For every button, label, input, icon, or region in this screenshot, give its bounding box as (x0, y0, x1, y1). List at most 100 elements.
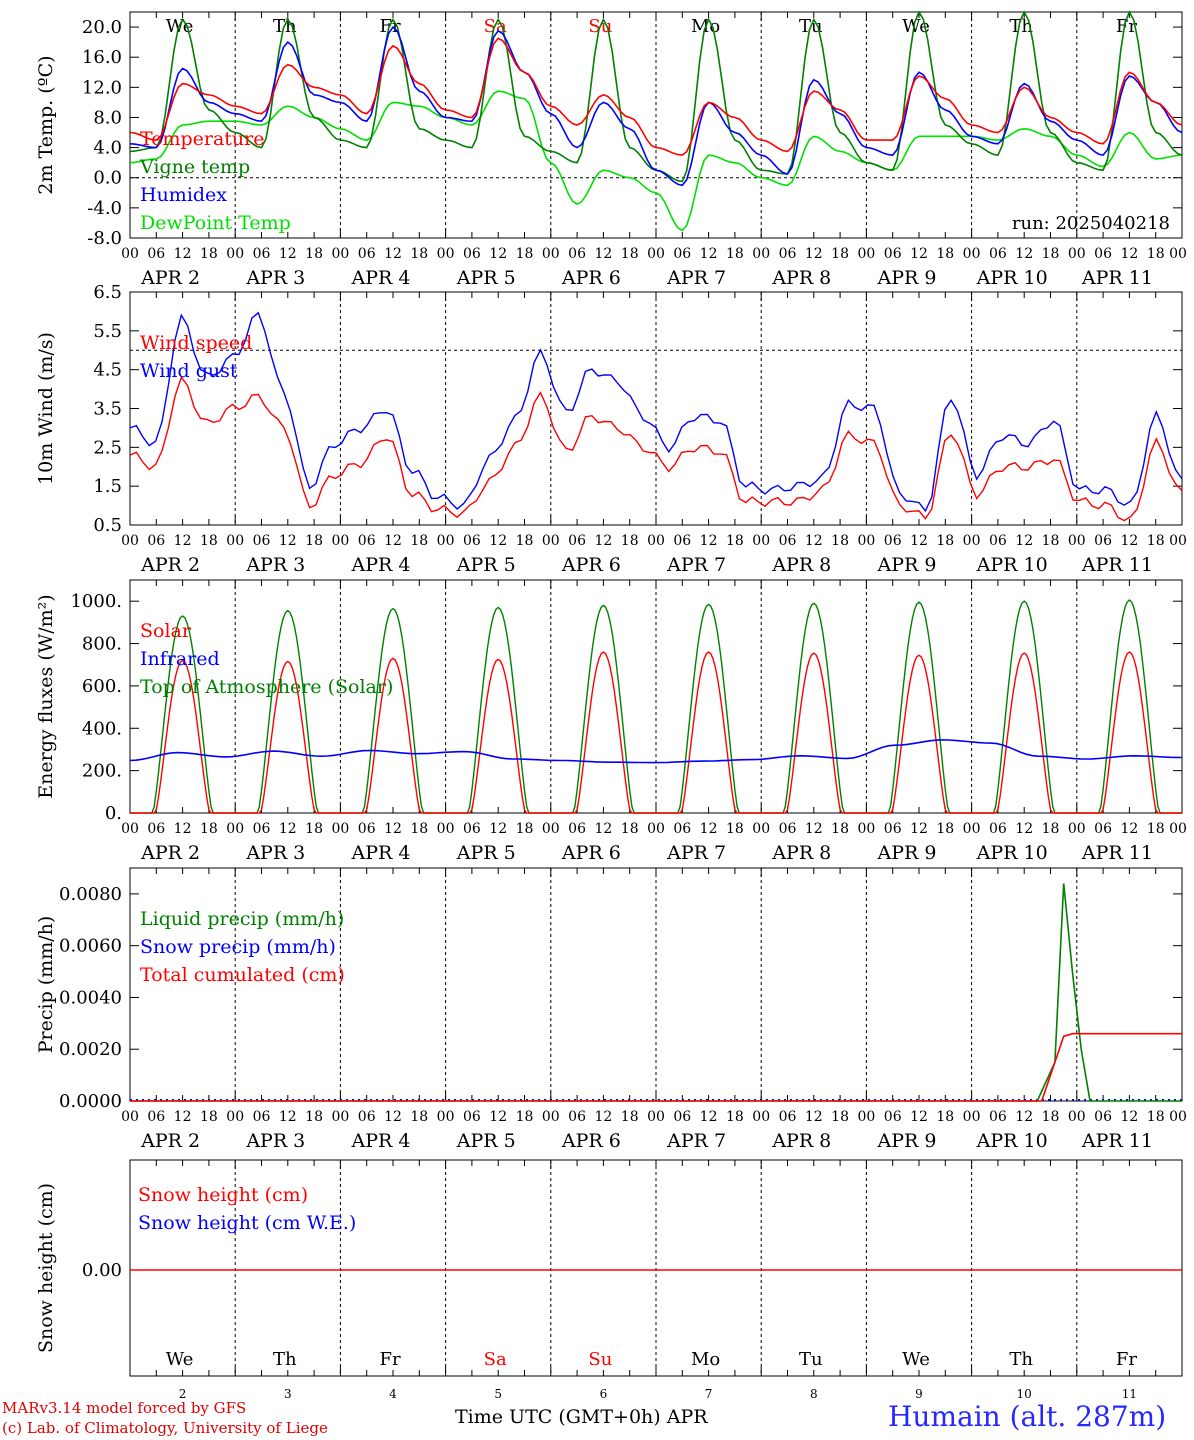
hour-tick-label: 06 (253, 533, 271, 549)
legend-entry: Infrared (140, 648, 220, 670)
weekday-label-bottom: We (166, 1349, 194, 1370)
hour-tick-label: 00 (752, 1109, 770, 1125)
y-tick-label: 6.5 (93, 282, 122, 303)
date-label: APR 7 (666, 554, 726, 576)
y-tick-label: 0.0060 (59, 936, 122, 957)
hour-tick-label: 18 (516, 821, 534, 837)
y-tick-label: 800. (82, 634, 122, 655)
date-label: APR 9 (877, 842, 937, 864)
hour-tick-label: 12 (489, 246, 507, 262)
day-number-label: 5 (494, 1387, 502, 1401)
hour-tick-label: 12 (1120, 1109, 1138, 1125)
y-tick-label: 4.5 (93, 360, 122, 381)
weekday-label-bottom: Sa (484, 1349, 507, 1370)
date-label: APR 10 (976, 842, 1048, 864)
hour-tick-label: 06 (884, 246, 902, 262)
hour-tick-label: 18 (305, 533, 323, 549)
hour-tick-label: 12 (1120, 246, 1138, 262)
date-label: APR 3 (245, 1130, 305, 1152)
y-tick-label: 0.0 (93, 168, 122, 189)
legend-entry: Solar (140, 620, 192, 642)
hour-tick-label: 18 (1147, 1109, 1165, 1125)
hour-tick-label: 06 (779, 533, 797, 549)
hour-tick-label: 12 (279, 533, 297, 549)
date-label: APR 4 (351, 842, 411, 864)
y-tick-label: 12.0 (82, 77, 122, 98)
hour-tick-label: 18 (410, 533, 428, 549)
y-tick-label: 1000. (70, 591, 122, 612)
date-label: APR 5 (456, 842, 516, 864)
hour-tick-label: 12 (805, 1109, 823, 1125)
hour-tick-label: 06 (358, 821, 376, 837)
hour-tick-label: 18 (726, 1109, 744, 1125)
y-axis-label: Precip (mm/h) (35, 916, 57, 1054)
hour-tick-label: 00 (963, 246, 981, 262)
legend-entry: Humidex (140, 184, 227, 206)
y-tick-label: 1.5 (93, 476, 122, 497)
model-credit: MARv3.14 model forced by GFS (2, 1399, 247, 1417)
hour-tick-label: 06 (358, 533, 376, 549)
hour-tick-label: 12 (805, 821, 823, 837)
y-tick-label: -4.0 (87, 198, 122, 219)
hour-tick-label: 00 (963, 533, 981, 549)
weekday-label-bottom: We (902, 1349, 930, 1370)
y-axis-label: 10m Wind (m/s) (35, 332, 57, 485)
hour-tick-label: 06 (779, 246, 797, 262)
hour-tick-label: 18 (831, 246, 849, 262)
date-label: APR 2 (140, 267, 200, 289)
hour-tick-label: 06 (673, 1109, 691, 1125)
hour-tick-label: 12 (384, 246, 402, 262)
hour-tick-label: 18 (621, 533, 639, 549)
hour-tick-label: 00 (647, 533, 665, 549)
hour-tick-label: 00 (542, 821, 560, 837)
date-label: APR 9 (877, 1130, 937, 1152)
date-label: APR 6 (561, 554, 621, 576)
weekday-label-bottom: Th (273, 1349, 297, 1370)
date-label: APR 10 (976, 554, 1048, 576)
y-tick-label: 600. (82, 676, 122, 697)
hour-tick-label: 18 (936, 533, 954, 549)
hour-tick-label: 00 (331, 821, 349, 837)
date-label: APR 9 (877, 554, 937, 576)
weekday-label-bottom: Th (1009, 1349, 1033, 1370)
hour-tick-label: 00 (121, 533, 139, 549)
hour-tick-label: 00 (647, 821, 665, 837)
hour-tick-label: 12 (594, 821, 612, 837)
hour-tick-label: 18 (1042, 533, 1060, 549)
legend-entry: Wind speed (140, 332, 252, 354)
hour-tick-label: 12 (279, 821, 297, 837)
y-tick-label: 400. (82, 718, 122, 739)
y-axis-label: Snow height (cm) (35, 1183, 57, 1353)
y-tick-label: 0.00 (82, 1260, 122, 1281)
hour-tick-label: 18 (516, 533, 534, 549)
hour-tick-label: 12 (489, 1109, 507, 1125)
hour-tick-label: 18 (200, 821, 218, 837)
hour-tick-label: 00 (1169, 1109, 1187, 1125)
hour-tick-label: 06 (779, 1109, 797, 1125)
date-label: APR 11 (1081, 842, 1153, 864)
weekday-label-bottom: Mo (691, 1349, 720, 1370)
day-number-label: 10 (1017, 1387, 1032, 1401)
y-tick-label: 2.5 (93, 437, 122, 458)
y-tick-label: 16.0 (82, 47, 122, 68)
y-tick-label: 200. (82, 761, 122, 782)
hour-tick-label: 12 (910, 1109, 928, 1125)
hour-tick-label: 00 (647, 246, 665, 262)
date-label: APR 10 (976, 1130, 1048, 1152)
y-tick-label: 4.0 (93, 138, 122, 159)
y-axis-label: Energy fluxes (W/m²) (35, 594, 57, 798)
hour-tick-label: 18 (1147, 533, 1165, 549)
hour-tick-label: 12 (700, 533, 718, 549)
hour-tick-label: 06 (673, 821, 691, 837)
hour-tick-label: 18 (305, 821, 323, 837)
weekday-label-top: Th (1009, 16, 1033, 37)
hour-tick-label: 06 (147, 821, 165, 837)
hour-tick-label: 12 (594, 1109, 612, 1125)
y-tick-label: 0.0040 (59, 987, 122, 1008)
legend-entry: Top of Atmosphere (Solar) (140, 676, 393, 698)
date-label: APR 9 (877, 267, 937, 289)
hour-tick-label: 12 (174, 821, 192, 837)
date-label: APR 6 (561, 842, 621, 864)
hour-tick-label: 18 (936, 246, 954, 262)
hour-tick-label: 12 (1015, 1109, 1033, 1125)
